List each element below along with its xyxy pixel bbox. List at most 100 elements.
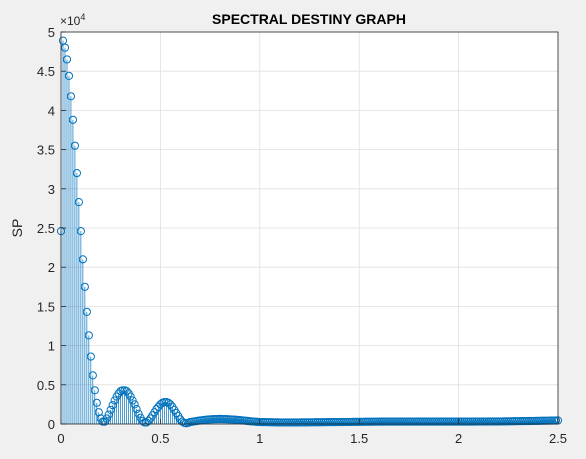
y-tick-label: 1 — [48, 339, 55, 354]
stem-marker — [428, 417, 437, 426]
stem-marker — [104, 410, 113, 419]
stem-marker — [472, 417, 481, 426]
stem-marker — [486, 417, 495, 426]
x-tick-label: 2.5 — [549, 431, 567, 446]
stem-marker — [426, 417, 435, 426]
chart-title: SPECTRAL DESTINY GRAPH — [212, 11, 406, 27]
stem-marker — [82, 307, 91, 316]
stem-marker — [287, 418, 296, 427]
stem-marker — [283, 418, 292, 427]
stem-marker — [66, 92, 76, 101]
stem-marker — [396, 417, 406, 426]
stem-marker — [460, 417, 469, 426]
stem-marker — [464, 417, 473, 426]
stem-marker — [293, 418, 302, 427]
y-tick-label: 1.5 — [37, 299, 55, 314]
stem-marker — [380, 417, 390, 426]
stem-marker — [68, 115, 78, 124]
stem-marker — [478, 417, 487, 426]
stem-marker — [410, 417, 419, 426]
stem-marker — [386, 417, 396, 426]
y-tick-label: 0.5 — [37, 378, 55, 393]
stem-marker — [404, 417, 413, 426]
y-tick-label: 3.5 — [37, 143, 55, 158]
stem-marker — [430, 417, 439, 426]
stem-marker — [444, 417, 453, 426]
y-exponent-power: 4 — [80, 12, 85, 22]
stem-marker — [382, 417, 392, 426]
stem-marker — [388, 417, 398, 426]
stem-marker — [448, 417, 457, 426]
x-tick-label: 1 — [256, 431, 263, 446]
x-axis: 0 0.5 1 1.5 2 2.5 — [57, 419, 567, 446]
stem-marker — [484, 417, 493, 426]
y-tick-label: 2.5 — [37, 221, 55, 236]
stem-marker — [144, 416, 153, 425]
stem-marker — [291, 418, 300, 427]
stem-marker — [406, 417, 415, 426]
stem-marker — [70, 141, 80, 150]
stem-marker — [432, 417, 441, 426]
stem-marker — [438, 417, 447, 426]
x-tick-label: 0.5 — [151, 431, 169, 446]
stem-marker — [412, 417, 421, 426]
stem-marker — [470, 417, 479, 426]
stem-marker — [408, 417, 417, 426]
stem-marker — [140, 418, 149, 427]
y-tick-label: 5 — [48, 25, 55, 40]
grid — [60, 31, 559, 425]
stem-marker — [374, 417, 384, 426]
stem-marker — [492, 417, 501, 426]
stem-marker — [402, 417, 412, 426]
stem-marker — [436, 417, 445, 426]
y-exponent-label: ×104 — [60, 12, 85, 28]
x-tick-label: 1.5 — [350, 431, 368, 446]
y-axis-label: SP — [9, 219, 25, 238]
stem-marker — [454, 417, 463, 426]
stem-marker — [414, 417, 423, 426]
stem-marker — [285, 418, 294, 427]
stem-marker — [422, 417, 431, 426]
stem-marker — [88, 371, 97, 380]
stem-marker — [394, 417, 404, 426]
stem-marker — [462, 417, 471, 426]
stem-marker — [122, 386, 131, 396]
stem-marker — [434, 417, 443, 426]
stem-marker — [474, 417, 483, 426]
stem-marker — [106, 405, 115, 414]
stem-marker — [128, 396, 137, 405]
stem-marker — [490, 417, 499, 426]
stem-marker — [277, 418, 286, 427]
stem-marker — [446, 417, 455, 426]
stem-marker — [420, 417, 429, 426]
stem-marker — [74, 198, 83, 207]
stem-marker — [130, 400, 139, 409]
stem-marker — [456, 417, 465, 426]
stem-marker — [482, 417, 491, 426]
stem-marker — [102, 414, 111, 423]
stem-marker — [476, 417, 485, 426]
stem-marker — [92, 398, 101, 407]
stem-marker — [418, 417, 427, 426]
y-axis: 0 0.5 1 1.5 2 2.5 3 3.5 4 4.5 5 — [37, 25, 66, 432]
stem-marker — [452, 417, 461, 426]
y-exponent-base: ×10 — [60, 14, 81, 28]
stem-marker — [416, 417, 425, 426]
stem-marker — [378, 417, 388, 426]
stem-marker — [376, 417, 386, 426]
stem-marker — [80, 282, 89, 291]
x-tick-label: 0 — [57, 431, 64, 446]
stem-marker — [468, 417, 477, 426]
stem-marker — [289, 418, 298, 427]
stem-marker — [138, 416, 147, 425]
stem-marker — [178, 417, 187, 426]
x-tick-label: 2 — [455, 431, 462, 446]
stem-marker — [152, 405, 161, 414]
stem-marker — [281, 418, 290, 427]
y-tick-label: 4.5 — [37, 64, 55, 79]
stem-marker — [62, 55, 72, 64]
stem-marker — [86, 352, 95, 361]
stem-marker — [466, 417, 475, 426]
stem-marker — [166, 400, 175, 409]
